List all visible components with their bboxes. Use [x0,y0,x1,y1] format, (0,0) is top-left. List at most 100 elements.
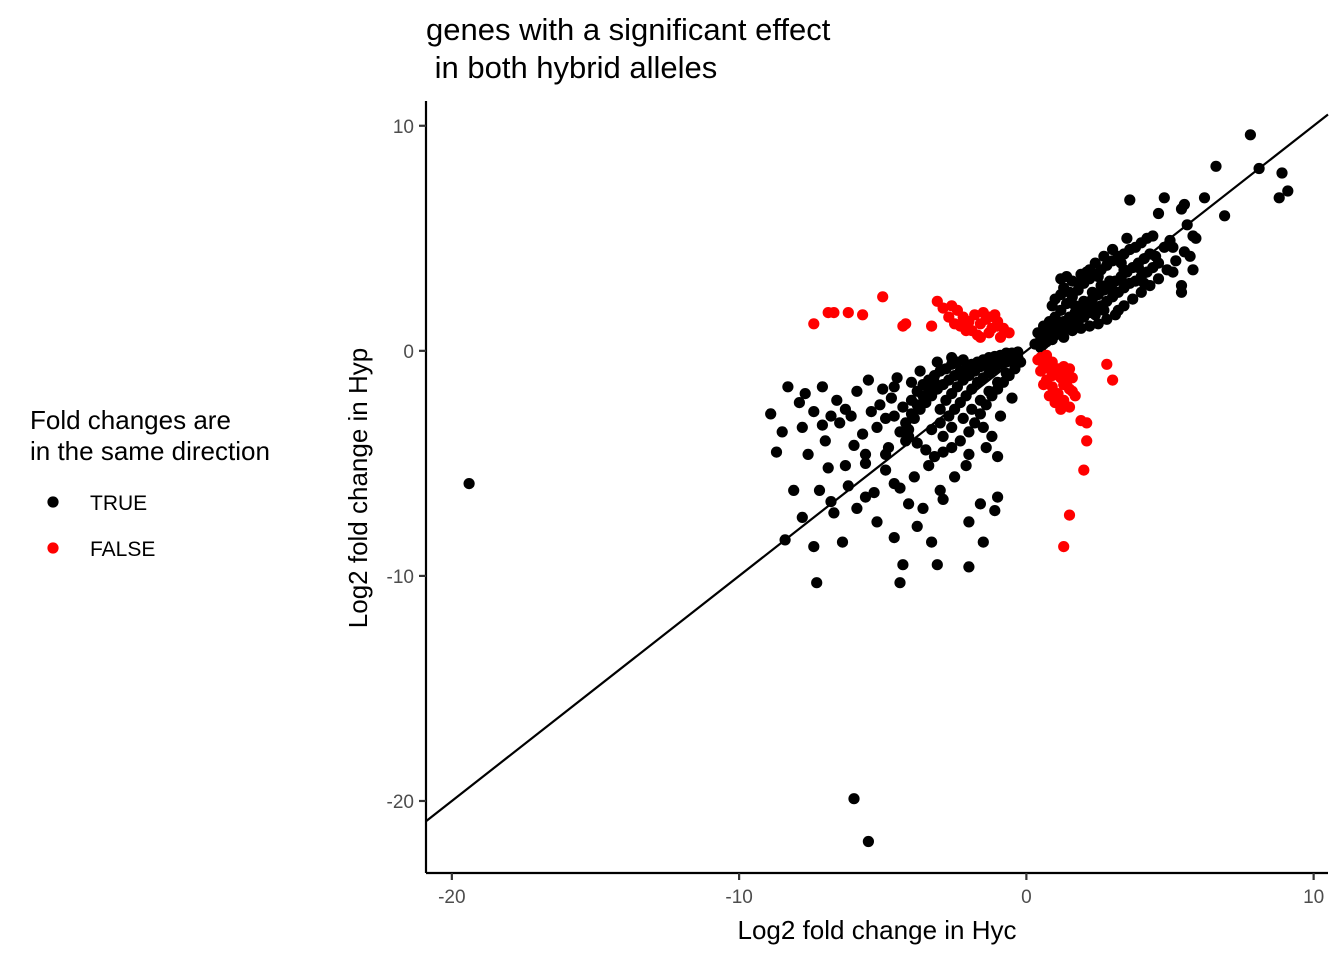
point-true [808,541,820,553]
point-true [937,430,949,442]
point-true [946,442,958,454]
point-true [882,442,895,454]
point-true [828,507,840,519]
point-true [1138,277,1150,289]
point-true [1167,266,1179,278]
point-true [1187,264,1199,276]
point-true [920,444,932,456]
legend: Fold changes are in the same direction T… [30,405,270,561]
point-true [885,392,898,404]
x-axis-title: Log2 fold change in Hyc [738,915,1017,945]
point-true [1086,286,1098,298]
legend-title-line-1: Fold changes are [30,405,231,435]
point-true [1152,273,1165,285]
point-true [1121,232,1133,244]
point-true [1124,194,1136,206]
point-true [980,442,992,454]
point-true [822,462,834,474]
chart-title: genes with a significant effect in both … [426,12,831,85]
point-false [1069,390,1081,402]
point-true [848,439,860,451]
point-true [857,428,869,440]
point-true [923,460,935,472]
point-true [957,412,969,424]
point-true [974,498,987,510]
point-true [1147,230,1159,242]
point-true [1069,300,1081,312]
point-true [1006,392,1018,404]
point-true [963,561,975,573]
point-true [1089,309,1101,321]
legend-label-false: FALSE [90,538,155,561]
point-true [1095,280,1107,292]
point-true [1092,271,1104,283]
point-true [1084,320,1096,332]
point-true [825,410,837,422]
point-true [928,376,941,388]
point-true [888,478,900,490]
point-true [963,426,975,438]
points-layer [463,129,1294,848]
point-true [926,536,938,548]
x-tick-label: -20 [438,887,465,908]
point-true [900,417,912,429]
point-true [782,381,794,393]
point-false [1066,372,1078,384]
point-true [974,394,987,406]
point-true [931,559,943,571]
point-true [1058,331,1070,343]
point-true [992,376,1004,388]
point-true [834,417,846,429]
y-axis-title: Log2 fold change in Hyp [343,348,373,628]
y-axis: -20 -10 0 10 [387,101,428,873]
point-true [957,354,969,366]
point-true [1175,280,1188,292]
point-true [1046,300,1058,312]
point-true [960,460,972,472]
point-true [868,487,880,499]
point-true [1072,277,1084,289]
point-true [877,383,889,395]
point-false [983,311,995,323]
point-true [859,448,872,460]
reference-line [425,113,1329,823]
point-false [960,325,972,337]
point-true [986,430,998,442]
point-true [799,388,811,400]
point-false [1040,349,1053,361]
x-ticks: -20 -10 0 10 [438,873,1324,908]
point-true [811,577,823,589]
point-true [934,403,946,415]
point-true [1152,207,1165,220]
point-false [1078,464,1090,476]
point-true [931,356,943,368]
point-true [1000,367,1012,379]
point-false [926,320,938,332]
point-true [1198,192,1211,204]
point-true [894,426,906,438]
title-line-2: in both hybrid alleles [426,50,717,85]
point-false [1058,541,1070,553]
point-true [859,457,872,469]
point-true [911,437,923,449]
point-true [974,408,987,420]
point-true [1127,293,1139,305]
point-true [880,412,892,424]
point-true [963,448,975,460]
point-true [1170,255,1182,267]
point-true [891,372,903,384]
point-true [992,451,1004,463]
point-true [1055,289,1067,301]
legend-title-line-2: in the same direction [30,436,270,466]
point-true [1282,185,1294,197]
point-true [836,536,849,548]
point-true [928,451,941,463]
point-true [796,421,808,433]
point-true [994,410,1007,422]
point-true [1063,286,1076,298]
point-true [888,410,900,422]
point-false [1081,435,1093,447]
point-true [917,502,929,514]
point-true [862,374,875,386]
point-true [911,399,923,411]
